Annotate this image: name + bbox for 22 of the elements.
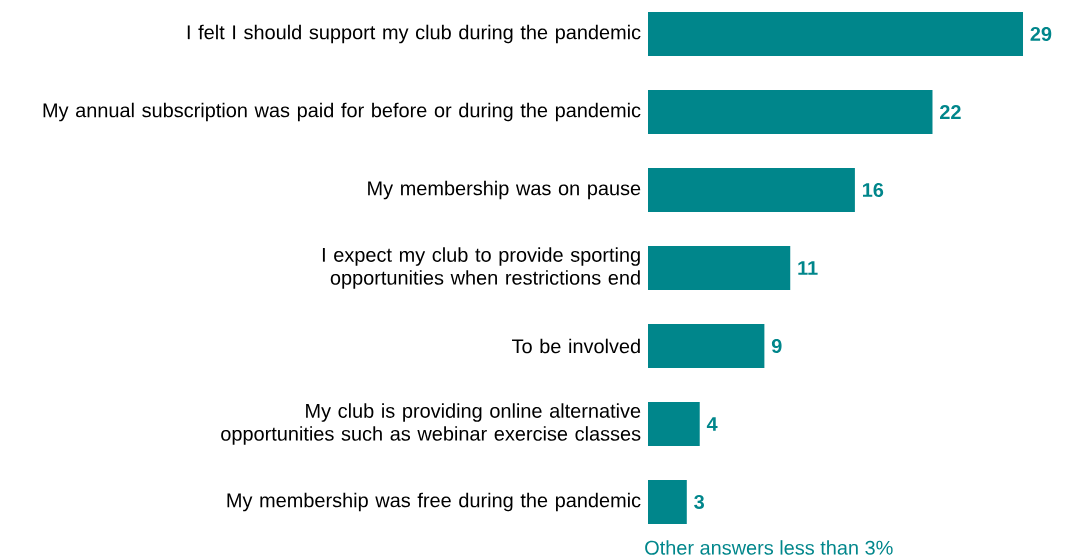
annotation: Other answers less than 3%	[645, 540, 893, 555]
y-tick-label: My membership was free during the pandemic	[227, 492, 641, 512]
y-tick-label: My club is providing online alternative opportunities such as webinar exercise classes	[221, 403, 641, 445]
data-label: 22	[940, 105, 961, 119]
bar	[648, 12, 1024, 56]
data-label: 9	[771, 338, 782, 354]
bar	[648, 402, 700, 446]
data-label: 11	[798, 261, 818, 275]
data-label: 29	[1030, 26, 1052, 42]
bar	[648, 324, 765, 368]
y-tick-label: I felt I should support my club during the pandemic	[187, 24, 641, 44]
y-tick-label: I expect my club to provide sporting opportunities when restrictions end	[322, 247, 640, 289]
data-label: 3	[694, 494, 704, 510]
y-tick-label: My membership was on pause	[368, 180, 641, 200]
y-tick-label: My annual subscription was paid for before or during the pandemic	[43, 102, 641, 122]
bar	[648, 168, 855, 212]
bar	[648, 480, 687, 524]
data-label: 16	[862, 182, 884, 198]
bar	[648, 246, 791, 290]
bar	[648, 90, 933, 134]
y-tick-label: To be involved	[512, 338, 640, 354]
data-label: 4	[706, 417, 718, 431]
